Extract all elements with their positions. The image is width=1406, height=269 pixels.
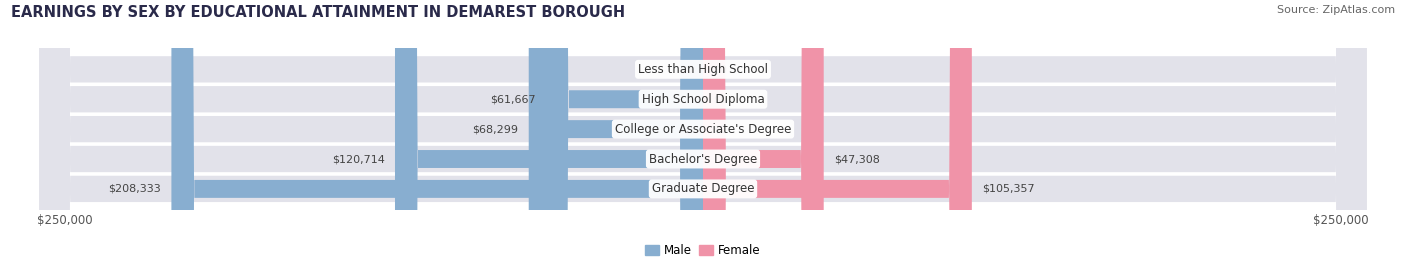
FancyBboxPatch shape xyxy=(395,0,703,269)
Text: Graduate Degree: Graduate Degree xyxy=(652,182,754,195)
FancyBboxPatch shape xyxy=(39,0,1367,269)
FancyBboxPatch shape xyxy=(529,0,703,269)
Text: $0: $0 xyxy=(713,124,727,134)
Text: $208,333: $208,333 xyxy=(108,184,162,194)
Text: $0: $0 xyxy=(679,64,693,74)
Text: $61,667: $61,667 xyxy=(489,94,536,104)
FancyBboxPatch shape xyxy=(703,0,972,269)
Text: $0: $0 xyxy=(713,64,727,74)
Text: Bachelor's Degree: Bachelor's Degree xyxy=(650,153,756,165)
FancyBboxPatch shape xyxy=(703,0,824,269)
Text: $0: $0 xyxy=(713,94,727,104)
Text: $105,357: $105,357 xyxy=(981,184,1035,194)
Text: $120,714: $120,714 xyxy=(332,154,385,164)
FancyBboxPatch shape xyxy=(39,0,1367,269)
FancyBboxPatch shape xyxy=(39,0,1367,269)
Text: $47,308: $47,308 xyxy=(834,154,880,164)
FancyBboxPatch shape xyxy=(172,0,703,269)
FancyBboxPatch shape xyxy=(546,0,703,269)
Text: $68,299: $68,299 xyxy=(472,124,519,134)
Text: EARNINGS BY SEX BY EDUCATIONAL ATTAINMENT IN DEMAREST BOROUGH: EARNINGS BY SEX BY EDUCATIONAL ATTAINMEN… xyxy=(11,5,626,20)
Text: Source: ZipAtlas.com: Source: ZipAtlas.com xyxy=(1277,5,1395,15)
Text: College or Associate's Degree: College or Associate's Degree xyxy=(614,123,792,136)
FancyBboxPatch shape xyxy=(39,0,1367,269)
Legend: Male, Female: Male, Female xyxy=(641,239,765,261)
FancyBboxPatch shape xyxy=(39,0,1367,269)
Text: Less than High School: Less than High School xyxy=(638,63,768,76)
Text: High School Diploma: High School Diploma xyxy=(641,93,765,106)
